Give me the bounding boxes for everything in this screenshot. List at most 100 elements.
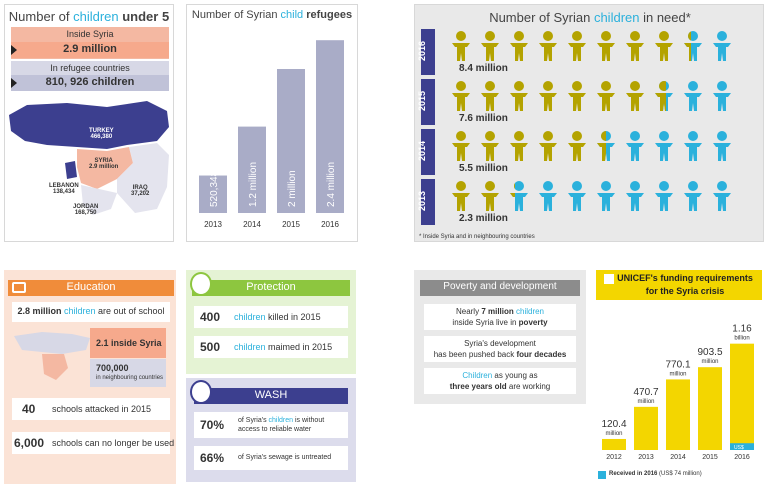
- funding-unit-label: million: [669, 371, 686, 377]
- refugee-year-label: 2014: [243, 220, 261, 229]
- funding-bar: [730, 343, 754, 450]
- child-figure-icon: [684, 81, 702, 111]
- syria-map-small: [14, 332, 90, 380]
- poverty-header: Poverty and development: [420, 280, 580, 296]
- child-figure-icon: [713, 131, 731, 161]
- in-need-value: 2.3 million: [459, 213, 508, 224]
- funding-bar: [698, 367, 722, 450]
- map-label-iraq: IRAQ 37,202: [131, 185, 150, 197]
- child-figure-partial: [597, 131, 606, 161]
- arrow-icon: [11, 78, 17, 88]
- refugee-bar-label: 1.2 million: [248, 162, 259, 207]
- child-refugees-panel: Number of Syrian child refugees 520,348 2…: [186, 4, 358, 242]
- region-map: [9, 101, 169, 215]
- child-figure-icon: [481, 81, 499, 111]
- killed-row: 400 children killed in 2015: [194, 306, 348, 328]
- in-need-row: 2014 5.5 million: [417, 129, 759, 175]
- out-of-school-text: 2.8 million children are out of school: [17, 306, 165, 316]
- unicef-title-line2: for the Syria crisis: [645, 286, 725, 296]
- refugee-bar-label: 2.4 million: [326, 162, 337, 207]
- refugee-bar: [316, 40, 344, 214]
- in-need-value: 8.4 million: [459, 63, 508, 74]
- unicef-funding-panel: UNICEF's funding requirements for the Sy…: [594, 270, 764, 484]
- children-under5-panel: Number of children under 5 Inside Syria …: [4, 4, 174, 242]
- education-header: Education: [8, 280, 174, 296]
- inside-syria-value: 2.9 million: [63, 43, 117, 55]
- child-figure-icon: [655, 131, 673, 161]
- refugee-bar: [199, 175, 227, 213]
- children-in-need-panel: Number of Syrian children in need* 2016 8…: [414, 4, 764, 242]
- map-label-lebanon: LEBANON 138,434: [49, 183, 79, 195]
- refugee-value: 810, 926 children: [45, 76, 135, 88]
- funding-year-label: 2016: [734, 454, 750, 461]
- child-figure-icon: [713, 31, 731, 61]
- inside-syria-box: Inside Syria 2.9 million: [11, 27, 169, 59]
- killed-number: 400: [200, 310, 221, 324]
- funding-unit-label: million: [637, 399, 654, 405]
- in-need-title: Number of Syrian children in need*: [489, 10, 691, 25]
- received-legend-text: Received in 2016 (US$ 74 million): [609, 471, 702, 477]
- funding-unit-label: billion: [734, 336, 749, 342]
- funding-value-label: 120.4: [601, 419, 626, 430]
- schools-attacked-text: schools attacked in 2015: [52, 404, 152, 414]
- in-need-row: 2016 8.4 million: [417, 29, 759, 75]
- unicef-title-line1: UNICEF's funding requirements: [617, 273, 753, 283]
- map-label-turkey: TURKEY 466,380: [89, 128, 114, 140]
- pictogram-row: [452, 81, 731, 111]
- refugee-value-bar: [11, 75, 169, 91]
- map-label-jordan: JORDAN 168,750: [73, 204, 99, 216]
- poverty-box-1: Nearly 7 million children inside Syria l…: [424, 304, 576, 330]
- in-need-row: 2013 2.3 million: [417, 179, 759, 225]
- refugees-bar-chart: 520,348 2013 1.2 million 2014 2 million 2015 2…: [199, 40, 344, 229]
- funding-unit-label: million: [605, 431, 622, 437]
- u5-title: Number of children under 5: [8, 9, 170, 24]
- schools-attacked-row: 40 schools attacked in 2015: [12, 398, 170, 420]
- map-label-syria: SYRIA 2.9 million: [89, 158, 119, 170]
- child-figure-icon: [626, 31, 644, 61]
- pictogram-row: [452, 31, 731, 61]
- in-need-row: 2015 7.6 million: [417, 79, 759, 125]
- in-need-footnote: * Inside Syria and in neighbouring count…: [419, 234, 535, 240]
- water-text: of Syria's children is without access to…: [238, 417, 325, 433]
- child-figure-icon: [481, 131, 499, 161]
- child-figure-icon: [452, 181, 470, 211]
- wash-title: WASH: [254, 389, 288, 401]
- funding-year-label: 2015: [702, 454, 718, 461]
- inside-syria-edu: 2.1 inside Syria: [90, 328, 166, 358]
- child-figure-icon: [626, 81, 644, 111]
- iraq-shape: [117, 143, 169, 213]
- neighbouring-label: in neighbouring countries: [96, 375, 164, 381]
- child-figure-icon: [539, 131, 557, 161]
- maimed-number: 500: [200, 340, 221, 354]
- jordan-shape: [81, 185, 117, 215]
- funding-value-label: 770.1: [665, 359, 690, 370]
- funding-unit-label: million: [701, 359, 718, 365]
- year-tab: [421, 29, 435, 75]
- child-figure-icon: [597, 31, 615, 61]
- unicef-header: UNICEF's funding requirements for the Sy…: [596, 270, 762, 300]
- maimed-text: children maimed in 2015: [234, 342, 333, 352]
- killed-text: children killed in 2015: [234, 312, 321, 322]
- education-panel: Education 2.8 million children are out o…: [4, 270, 176, 484]
- in-need-value: 5.5 million: [459, 163, 508, 174]
- child-figure-icon: [539, 31, 557, 61]
- refugee-bar: [238, 126, 266, 213]
- wash-header: WASH: [194, 388, 348, 404]
- child-figure-icon: [713, 81, 731, 111]
- refugees-title: Number of Syrian child refugees: [191, 9, 353, 21]
- lebanon-shape: [65, 161, 77, 179]
- child-figure-partial: [655, 81, 666, 111]
- year-label: 2014: [417, 140, 428, 162]
- child-figure-icon: [452, 131, 470, 161]
- poverty-panel: Poverty and development Nearly 7 million…: [414, 270, 586, 404]
- child-figure-icon: [655, 181, 673, 211]
- refugee-year-label: 2016: [321, 220, 339, 229]
- received-legend-swatch: [598, 471, 606, 479]
- poverty-box-3: Children as young as three years old are…: [424, 368, 576, 394]
- funding-bar: [634, 406, 658, 450]
- child-figure-icon: [597, 81, 615, 111]
- funding-value-label: 470.7: [633, 387, 658, 398]
- year-label: 2013: [417, 190, 428, 212]
- inside-syria-label: Inside Syria: [66, 29, 114, 39]
- child-figure-icon: [655, 31, 673, 61]
